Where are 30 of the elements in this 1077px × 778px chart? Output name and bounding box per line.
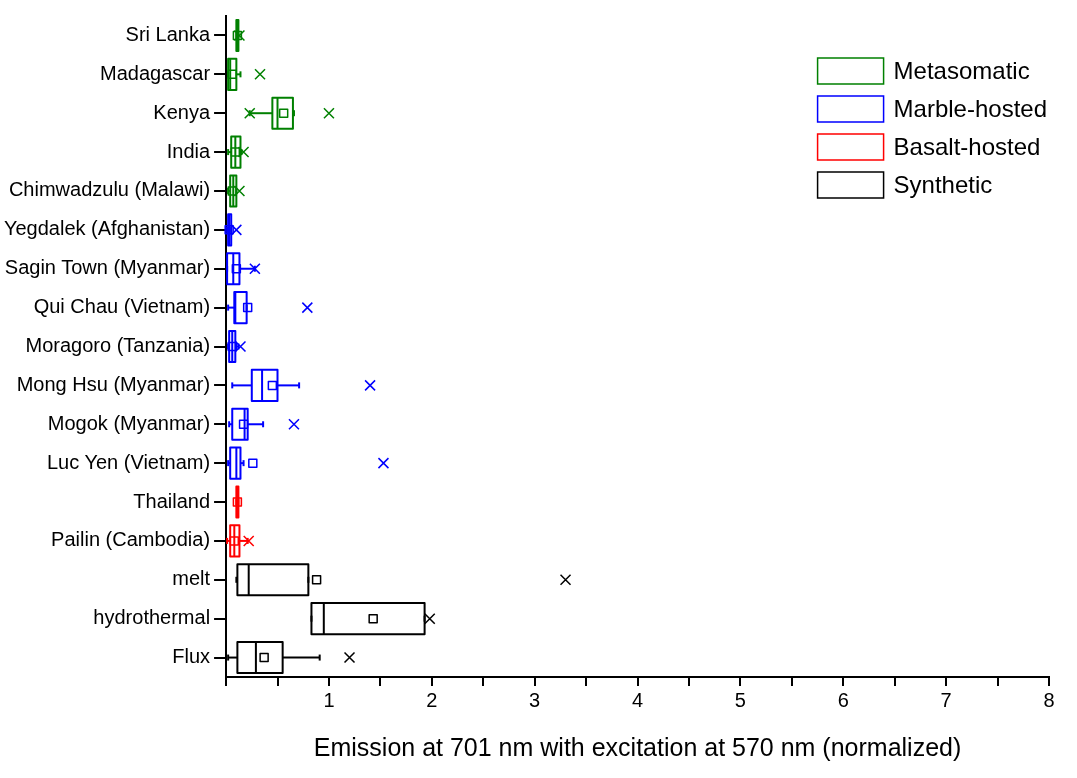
y-tick-label: Pailin (Cambodia) — [51, 528, 211, 551]
y-tick-label: Thailand — [133, 489, 211, 512]
y-tick-label: Kenya — [153, 100, 211, 123]
y-tick-label: Qui Chau (Vietnam) — [33, 295, 211, 318]
x-axis-title: Emission at 701 nm with excitation at 570 nm (normalized) — [313, 732, 962, 761]
legend-label: Marble-hosted — [893, 94, 1048, 122]
x-tick-label: 7 — [940, 688, 952, 711]
x-tick-label: 6 — [837, 688, 849, 711]
x-tick-label: 2 — [426, 688, 438, 711]
y-tick-label: Chimwadzulu (Malawi) — [8, 178, 211, 201]
y-tick-label: Madagascar — [100, 61, 211, 84]
y-tick-label: Luc Yen (Vietnam) — [47, 450, 211, 473]
y-tick-label: Sri Lanka — [125, 22, 211, 45]
y-tick-label: Mogok (Myanmar) — [47, 411, 211, 434]
legend-label: Metasomatic — [893, 56, 1030, 84]
x-tick-label: 1 — [323, 688, 335, 711]
y-tick-label: hydrothermal — [93, 606, 211, 629]
y-tick-label: Yegdalek (Afghanistan) — [4, 217, 211, 240]
x-tick-label: 4 — [631, 688, 644, 711]
y-tick-label: Mong Hsu (Myanmar) — [16, 372, 211, 395]
y-tick-label: Moragoro (Tanzania) — [25, 334, 211, 357]
y-tick-label: Sagin Town (Myanmar) — [4, 256, 211, 279]
y-tick-label: India — [166, 139, 211, 162]
y-tick-label: Flux — [172, 645, 211, 668]
x-tick-label: 5 — [734, 688, 746, 711]
x-tick-label: 8 — [1043, 688, 1055, 711]
x-tick-label: 3 — [529, 688, 541, 711]
legend-label: Synthetic — [893, 170, 993, 198]
legend-label: Basalt-hosted — [893, 132, 1041, 160]
y-tick-label: melt — [172, 567, 211, 590]
